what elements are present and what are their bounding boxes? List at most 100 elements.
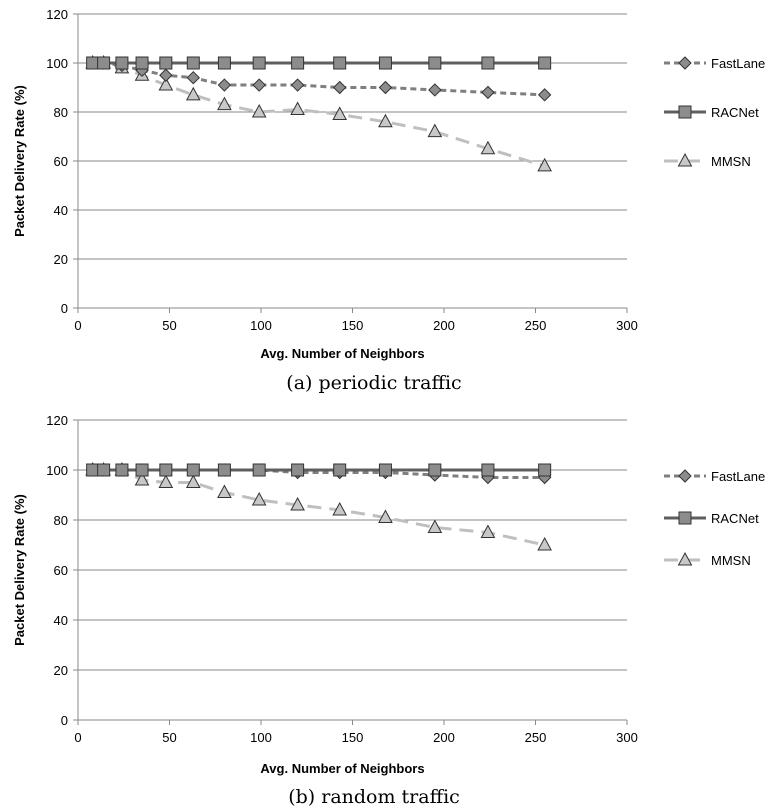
data-point-mmsn: [158, 77, 174, 91]
data-point-racnet: [159, 56, 173, 70]
data-point-racnet: [159, 463, 173, 477]
data-point-racnet: [481, 56, 495, 70]
legend-label-fastlane: FastLane: [711, 56, 765, 71]
data-point-mmsn: [290, 101, 305, 116]
x-tick-label: 0: [74, 730, 81, 745]
legend-label-racnet: RACNet: [711, 105, 759, 120]
y-tick-label: 20: [54, 663, 68, 678]
data-point-fastlane: [332, 80, 347, 95]
x-tick-label: 150: [342, 318, 364, 333]
data-point-racnet: [135, 463, 149, 477]
x-tick-label: 150: [342, 730, 364, 745]
data-point-mmsn: [158, 474, 174, 488]
data-point-racnet: [378, 56, 392, 70]
data-point-mmsn: [537, 157, 552, 172]
figure-caption: (a) periodic traffic: [286, 372, 461, 394]
data-point-racnet: [86, 56, 100, 70]
x-tick-label: 50: [162, 318, 176, 333]
chart-panel-1: 0 20 40 60 80 100 120 0 50 100 150 200 250 300 Avg. Nu…: [12, 7, 765, 394]
y-tick-label: 80: [54, 513, 68, 528]
data-point-mmsn: [332, 106, 348, 120]
legend-marker-fastlane: [678, 56, 692, 70]
data-point-mmsn: [185, 86, 201, 101]
series-line-mmsn: [92, 61, 546, 168]
x-axis-label: Avg. Number of Neighbors: [260, 761, 424, 776]
data-point-racnet: [186, 463, 200, 477]
x-tick-label: 250: [525, 318, 547, 333]
data-point-mmsn: [480, 140, 496, 155]
data-point-racnet: [428, 56, 442, 70]
data-point-fastlane: [186, 70, 200, 85]
data-point-racnet: [186, 56, 200, 70]
data-point-mmsn: [332, 501, 348, 516]
data-point-fastlane: [378, 80, 393, 95]
chart-panel-2: 0 20 40 60 80 100 120 0 50 100 150 200 250 300 Avg. Nu…: [12, 413, 765, 808]
x-tick-label: 300: [616, 318, 638, 333]
y-tick-label: 0: [61, 301, 68, 316]
y-tick-label: 40: [54, 203, 68, 218]
x-tick-label: 200: [433, 318, 455, 333]
x-axis-label: Avg. Number of Neighbors: [260, 346, 424, 361]
y-tick-label: 100: [46, 56, 68, 71]
legend-marker-mmsn: [677, 551, 693, 566]
data-point-mmsn: [185, 474, 201, 488]
data-point-racnet: [217, 56, 231, 70]
data-point-racnet: [97, 463, 111, 477]
data-point-mmsn: [251, 103, 267, 118]
data-point-fastlane: [290, 78, 305, 92]
data-point-mmsn: [134, 471, 150, 486]
data-point-racnet: [333, 56, 347, 70]
data-point-mmsn: [537, 536, 552, 551]
y-tick-label: 80: [54, 105, 68, 120]
y-tick-label: 20: [54, 252, 68, 267]
series-line-mmsn: [92, 468, 545, 547]
data-point-mmsn: [217, 96, 232, 111]
data-point-fastlane: [159, 68, 173, 82]
y-tick-label: 40: [54, 613, 68, 628]
data-point-fastlane: [537, 88, 552, 102]
x-tick-label: 300: [616, 730, 638, 745]
legend-marker-racnet: [678, 511, 692, 525]
x-tick-label: 200: [433, 730, 455, 745]
data-point-racnet: [538, 56, 552, 70]
data-point-racnet: [252, 56, 266, 70]
data-point-racnet: [378, 463, 392, 477]
x-tick-label: 0: [74, 318, 81, 333]
data-point-mmsn: [217, 484, 232, 498]
data-point-fastlane: [252, 78, 266, 92]
x-tick-label: 100: [250, 318, 272, 333]
legend-marker-fastlane: [678, 469, 692, 483]
legend-marker-racnet: [678, 105, 692, 119]
y-tick-label: 120: [46, 413, 68, 428]
data-point-racnet: [428, 463, 442, 477]
legend-label-mmsn: MMSN: [711, 154, 751, 169]
legend-label-fastlane: FastLane: [711, 469, 765, 484]
x-tick-label: 100: [250, 730, 272, 745]
data-point-racnet: [333, 463, 347, 477]
x-tick-label: 50: [162, 730, 176, 745]
data-point-racnet: [135, 56, 149, 70]
data-point-mmsn: [251, 491, 267, 506]
y-tick-label: 60: [54, 154, 68, 169]
data-point-racnet: [115, 463, 129, 477]
data-point-fastlane: [481, 85, 495, 100]
y-tick-label: 120: [46, 7, 68, 22]
legend-marker-mmsn: [677, 152, 693, 167]
data-point-racnet: [252, 463, 266, 477]
y-tick-label: 100: [46, 463, 68, 478]
y-tick-label: 60: [54, 563, 68, 578]
data-point-racnet: [115, 56, 129, 70]
y-tick-label: 0: [61, 713, 68, 728]
data-point-racnet: [217, 463, 231, 477]
data-point-mmsn: [480, 524, 496, 538]
y-axis-label: Packet Delivery Rate (%): [12, 85, 27, 237]
legend-label-racnet: RACNet: [711, 511, 759, 526]
data-point-mmsn: [290, 496, 305, 511]
data-point-racnet: [291, 56, 305, 70]
data-point-racnet: [291, 463, 305, 477]
data-point-racnet: [97, 56, 111, 70]
data-point-racnet: [86, 463, 100, 477]
data-point-mmsn: [378, 113, 393, 128]
data-point-fastlane: [217, 78, 232, 92]
